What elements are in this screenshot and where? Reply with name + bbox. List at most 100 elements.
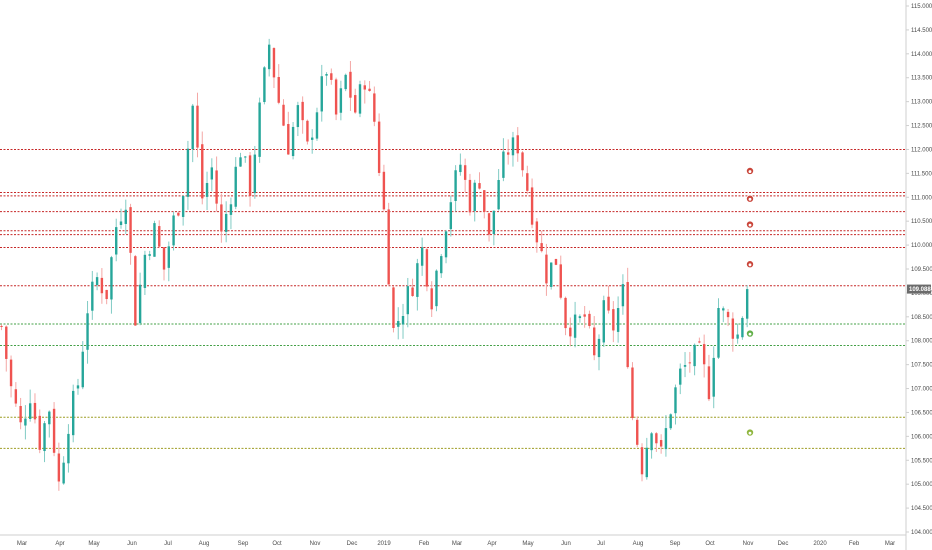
- candle-body[interactable]: [631, 367, 634, 419]
- candle-body[interactable]: [745, 289, 749, 319]
- candle-body[interactable]: [33, 402, 37, 420]
- candle-body[interactable]: [683, 365, 687, 367]
- candle-body[interactable]: [205, 182, 209, 197]
- candle-body[interactable]: [334, 79, 338, 115]
- candle-body[interactable]: [736, 334, 739, 339]
- candle-body[interactable]: [224, 213, 228, 232]
- candle-body[interactable]: [487, 213, 491, 235]
- sell-signal-icon[interactable]: [746, 166, 755, 175]
- candle-body[interactable]: [564, 297, 567, 329]
- candle-body[interactable]: [406, 286, 409, 315]
- candle-body[interactable]: [616, 308, 620, 332]
- candle-body[interactable]: [559, 264, 562, 298]
- candle-body[interactable]: [483, 190, 486, 212]
- candle-body[interactable]: [248, 155, 252, 197]
- candle-body[interactable]: [244, 156, 247, 158]
- candle-body[interactable]: [43, 423, 46, 452]
- candle-body[interactable]: [191, 105, 194, 150]
- candle-body[interactable]: [325, 74, 328, 76]
- candle-body[interactable]: [382, 171, 386, 210]
- candle-body[interactable]: [282, 104, 285, 126]
- candle-body[interactable]: [554, 258, 558, 265]
- candle-body[interactable]: [239, 157, 242, 167]
- candle-body[interactable]: [234, 166, 237, 207]
- candle-body[interactable]: [220, 204, 223, 232]
- candle-body[interactable]: [172, 215, 175, 246]
- candle-body[interactable]: [72, 390, 75, 436]
- candle-body[interactable]: [511, 137, 515, 156]
- candle-body[interactable]: [62, 462, 65, 484]
- candle-body[interactable]: [253, 154, 257, 194]
- candle-body[interactable]: [702, 344, 706, 365]
- candle-body[interactable]: [138, 284, 142, 324]
- candle-body[interactable]: [478, 183, 481, 189]
- candle-body[interactable]: [76, 385, 80, 389]
- candle-body[interactable]: [162, 247, 166, 270]
- candle-body[interactable]: [287, 124, 290, 155]
- candle-body[interactable]: [201, 144, 204, 199]
- candle-body[interactable]: [48, 411, 51, 425]
- candle-body[interactable]: [110, 257, 113, 300]
- candle-body[interactable]: [530, 187, 534, 225]
- candle-body[interactable]: [330, 73, 333, 80]
- candle-body[interactable]: [578, 316, 582, 319]
- candle-body[interactable]: [492, 210, 496, 235]
- candle-body[interactable]: [52, 408, 56, 453]
- candle-body[interactable]: [679, 368, 682, 385]
- candle-body[interactable]: [14, 389, 18, 404]
- candle-body[interactable]: [392, 287, 395, 329]
- candle-body[interactable]: [526, 173, 529, 191]
- candle-body[interactable]: [698, 341, 701, 343]
- candle-body[interactable]: [5, 326, 8, 359]
- sell-signal-icon[interactable]: [746, 260, 755, 269]
- candle-body[interactable]: [363, 85, 366, 90]
- candle-body[interactable]: [354, 95, 357, 113]
- candle-body[interactable]: [722, 308, 725, 311]
- candle-body[interactable]: [717, 308, 720, 358]
- candle-body[interactable]: [95, 277, 99, 286]
- candle-body[interactable]: [626, 282, 629, 368]
- candle-body[interactable]: [593, 327, 596, 356]
- candle-body[interactable]: [712, 357, 715, 397]
- candle-body[interactable]: [521, 152, 524, 171]
- candle-body[interactable]: [741, 317, 744, 338]
- candle-body[interactable]: [659, 440, 663, 447]
- candle-body[interactable]: [358, 84, 362, 114]
- candle-body[interactable]: [119, 221, 123, 226]
- candle-body[interactable]: [454, 170, 457, 201]
- candle-body[interactable]: [153, 223, 156, 257]
- candle-body[interactable]: [459, 164, 462, 173]
- candle-body[interactable]: [401, 316, 405, 325]
- candle-body[interactable]: [650, 433, 653, 451]
- candle-body[interactable]: [115, 227, 118, 255]
- candle-body[interactable]: [134, 256, 137, 326]
- candle-body[interactable]: [440, 256, 443, 274]
- candle-body[interactable]: [277, 77, 280, 103]
- candle-body[interactable]: [320, 76, 323, 112]
- candle-body[interactable]: [258, 102, 261, 157]
- candle-body[interactable]: [468, 179, 472, 213]
- candle-body[interactable]: [583, 314, 586, 317]
- candle-body[interactable]: [315, 112, 319, 139]
- candle-body[interactable]: [167, 246, 170, 268]
- candle-body[interactable]: [449, 202, 453, 230]
- candle-body[interactable]: [377, 121, 381, 173]
- candle-body[interactable]: [636, 419, 639, 445]
- candle-body[interactable]: [588, 313, 591, 327]
- candle-body[interactable]: [435, 270, 438, 307]
- candle-body[interactable]: [129, 207, 132, 253]
- candle-body[interactable]: [158, 226, 161, 247]
- candle-body[interactable]: [573, 314, 577, 338]
- candle-body[interactable]: [387, 209, 390, 285]
- candle-body[interactable]: [339, 88, 343, 113]
- candle-body[interactable]: [420, 247, 424, 266]
- candle-body[interactable]: [349, 71, 352, 98]
- candle-body[interactable]: [181, 195, 185, 217]
- candle-body[interactable]: [38, 415, 41, 450]
- candle-body[interactable]: [545, 254, 548, 284]
- candle-body[interactable]: [210, 167, 214, 180]
- candle-body[interactable]: [397, 320, 400, 327]
- buy-signal-icon[interactable]: [746, 428, 755, 437]
